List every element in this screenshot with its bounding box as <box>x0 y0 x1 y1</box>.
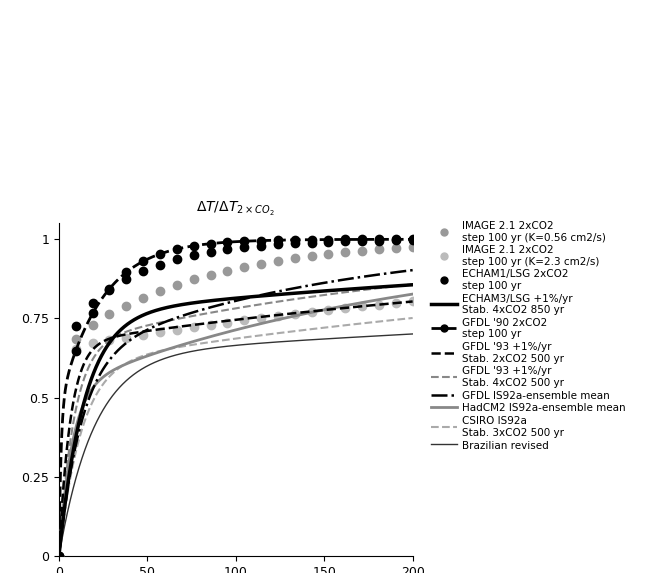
Title: $\Delta T/\Delta T_{2\times CO_2}$: $\Delta T/\Delta T_{2\times CO_2}$ <box>196 201 275 218</box>
Legend: IMAGE 2.1 2xCO2
step 100 yr (K=0.56 cm2/s), IMAGE 2.1 2xCO2
step 100 yr (K=2.3 c: IMAGE 2.1 2xCO2 step 100 yr (K=0.56 cm2/… <box>427 217 630 455</box>
